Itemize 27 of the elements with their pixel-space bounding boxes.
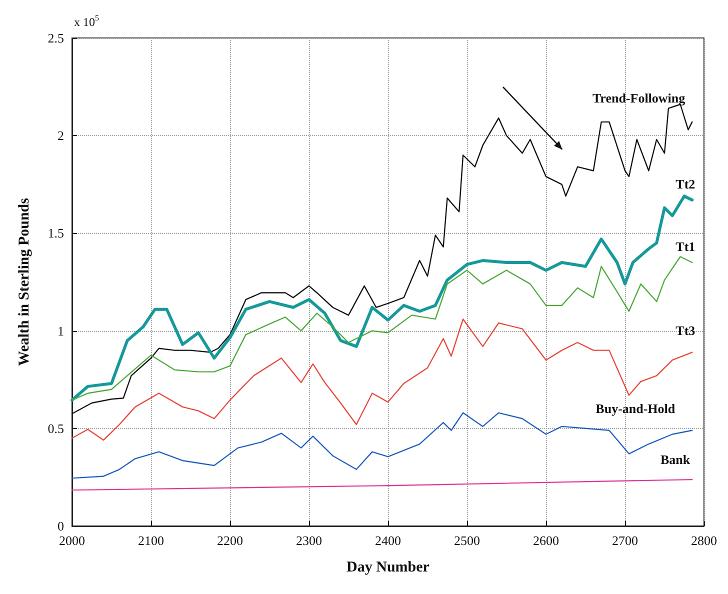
y-tick-label: 0 [58,518,64,534]
series-label: Tt3 [676,322,696,338]
x-tick-label: 2600 [533,533,559,548]
series-label: Tt1 [676,238,696,254]
x-tick-label: 2100 [138,533,164,548]
series-label: Buy-and-Hold [596,400,676,416]
series-label: Bank [660,452,691,468]
x-tick-label: 2700 [612,533,638,548]
y-tick-label: 1.5 [48,226,64,241]
y-tick-label: 1 [58,323,64,338]
y-tick-label: 2.5 [48,30,64,46]
y-tick-label: 2 [58,128,64,144]
x-tick-label: 2500 [454,533,480,548]
x-tick-label: 2300 [296,533,322,548]
y-tick-label: 0.5 [48,420,64,436]
line-series [71,256,693,401]
line-series [70,194,694,402]
x-tick-label: 2000 [59,533,85,548]
x-tick-label: 2400 [375,533,401,548]
line-series [71,104,693,414]
x-tick-label: 2800 [691,533,717,548]
line-series [71,318,693,441]
series-label: Tt2 [676,176,696,192]
series-label: Trend-Following [592,90,686,106]
x-axis-title: Day Number [346,560,430,576]
x-tick-label: 2200 [217,533,243,548]
y-axis-title: Wealth in Sterling Pounds [16,198,32,366]
